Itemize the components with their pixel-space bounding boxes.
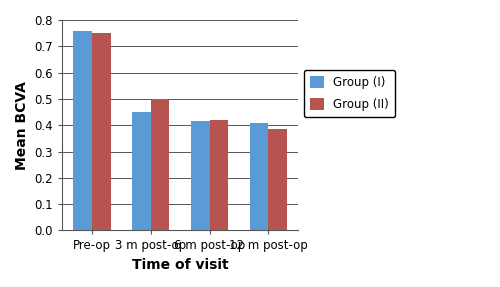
Bar	[210, 120, 229, 230]
Bar	[132, 112, 150, 230]
Bar	[190, 121, 210, 230]
Bar	[150, 99, 170, 230]
Bar	[250, 123, 268, 230]
Bar	[92, 33, 110, 230]
Bar	[73, 30, 92, 230]
Bar	[268, 129, 287, 230]
X-axis label: Time of visit: Time of visit	[132, 258, 228, 272]
Legend: Group (I), Group (II): Group (I), Group (II)	[304, 70, 395, 117]
Y-axis label: Mean BCVA: Mean BCVA	[15, 81, 29, 170]
